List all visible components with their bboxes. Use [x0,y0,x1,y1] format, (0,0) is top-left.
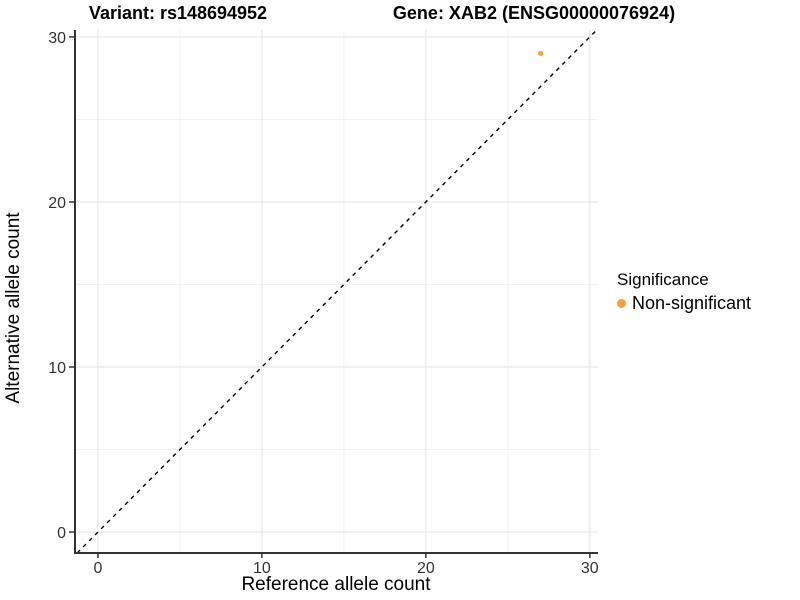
legend-item-non-significant: Non-significant [617,293,751,314]
x-tick-label: 0 [93,560,102,577]
legend-title: Significance [617,270,709,289]
y-tick-labels: 0 10 20 30 [48,30,66,542]
legend: Significance Non-significant [617,270,751,314]
y-tick-label: 20 [48,195,66,212]
data-point [538,50,544,57]
x-axis-title: Reference allele count [241,574,431,595]
x-tick-label: 20 [417,560,435,577]
legend-item-label: Non-significant [632,293,752,313]
plot-title-variant: Variant: rs148694952 [88,3,268,23]
y-tick-label: 30 [48,30,66,47]
legend-point-icon [617,299,626,308]
y-tick-label: 0 [57,525,66,542]
x-tick-label: 10 [253,560,271,577]
y-tick-label: 10 [48,360,66,377]
axis-ticks [69,36,591,558]
identity-reference-line [76,29,598,554]
grid-major [75,30,598,553]
data-points [538,50,544,57]
x-tick-label: 30 [581,560,599,577]
x-tick-labels: 0 10 20 30 [93,560,598,577]
y-axis-title: Alternative allele count [3,212,24,404]
grid-minor [75,30,598,553]
plot-title-gene: Gene: XAB2 (ENSG00000076924) [392,3,676,23]
